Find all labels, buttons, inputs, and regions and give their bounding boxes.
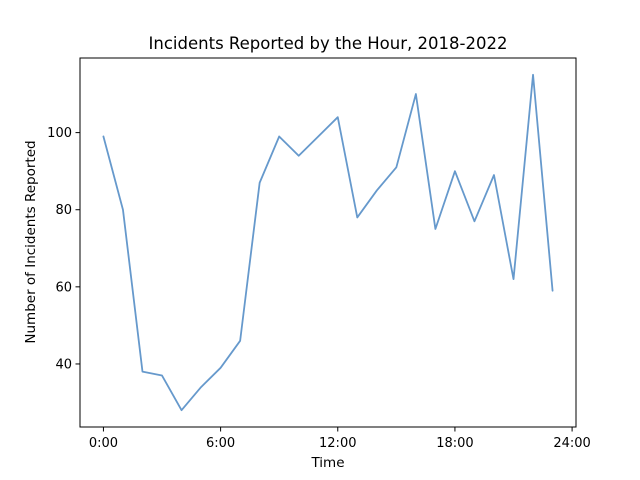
x-tick-label: 12:00 [319,436,356,451]
y-tick-label: 60 [55,280,72,295]
x-tick-label: 0:00 [89,436,118,451]
series-line [102,73,554,412]
plot-area-frame [79,57,577,428]
x-tick-label: 24:00 [553,436,590,451]
x-axis-label: Time [310,455,344,471]
y-tick-label: 80 [55,203,72,218]
y-axis-label: Number of Incidents Reported [23,140,39,343]
x-axis-ticks: 0:00 6:00 12:00 18:00 24:00 [89,427,591,451]
y-axis-ticks: 40 60 80 100 [47,126,80,372]
x-tick-label: 6:00 [206,436,235,451]
y-tick-label: 40 [55,357,72,372]
x-tick-label: 18:00 [436,436,473,451]
chart-title: Incidents Reported by the Hour, 2018-202… [149,34,508,53]
y-tick-label: 100 [47,126,72,141]
